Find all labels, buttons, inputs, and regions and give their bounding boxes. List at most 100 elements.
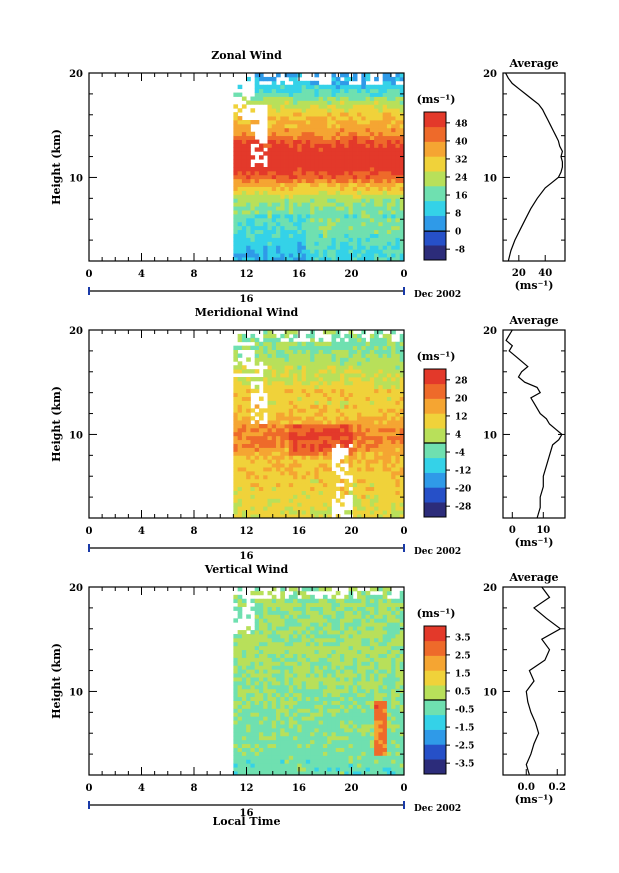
heatmap-cell xyxy=(241,704,247,709)
heatmap-cell xyxy=(327,482,332,488)
heatmap-cell xyxy=(237,486,243,491)
heatmap-cell xyxy=(233,478,239,484)
heatmap-cell xyxy=(301,431,307,437)
heatmap-cell xyxy=(369,478,375,484)
heatmap-cell xyxy=(369,412,375,417)
heatmap-cell xyxy=(293,92,298,97)
heatmap-cell xyxy=(254,341,260,347)
heatmap-cell xyxy=(331,665,337,670)
average-x-tick-label: 10 xyxy=(536,525,550,536)
heatmap-cell xyxy=(369,92,375,97)
heatmap-cell xyxy=(271,618,277,623)
heatmap-cell xyxy=(284,88,290,93)
heatmap-cell xyxy=(340,80,345,86)
heatmap-cell xyxy=(246,763,251,768)
heatmap-cell xyxy=(276,131,281,137)
heatmap-cell xyxy=(331,361,337,366)
heatmap-cell xyxy=(250,653,256,658)
heatmap-cell xyxy=(284,365,290,370)
heatmap-cell xyxy=(335,76,341,82)
heatmap-cell xyxy=(318,431,324,437)
heatmap-cell xyxy=(335,716,341,721)
heatmap-cell xyxy=(284,400,290,405)
heatmap-cell xyxy=(369,471,375,476)
heatmap-cell xyxy=(382,182,388,187)
heatmap-cell xyxy=(327,677,332,682)
heatmap-cell xyxy=(258,233,264,238)
heatmap-cell xyxy=(327,700,332,705)
heatmap-cell xyxy=(378,451,384,456)
heatmap-cell xyxy=(297,494,303,499)
heatmap-cell xyxy=(305,478,311,484)
heatmap-cell xyxy=(357,490,362,495)
heatmap-cell xyxy=(395,506,401,511)
heatmap-cell xyxy=(327,688,332,694)
heatmap-cell xyxy=(318,88,324,93)
heatmap-cell xyxy=(322,384,328,390)
heatmap-cell xyxy=(267,681,273,686)
heatmap-cell xyxy=(391,361,396,366)
heatmap-field xyxy=(233,587,405,776)
heatmap-cell xyxy=(276,104,281,109)
heatmap-cell xyxy=(399,490,405,495)
heatmap-cell xyxy=(318,637,324,643)
heatmap-cell xyxy=(395,198,401,203)
heatmap-cell xyxy=(293,233,298,238)
heatmap-cell xyxy=(327,245,332,250)
heatmap-cell xyxy=(263,767,268,772)
heatmap-cell xyxy=(284,681,290,686)
heatmap-cell xyxy=(297,217,303,223)
heatmap-cell xyxy=(246,416,251,421)
heatmap-cell xyxy=(305,392,311,397)
heatmap-cell xyxy=(374,408,379,413)
heatmap-cell xyxy=(361,178,367,184)
heatmap-cell xyxy=(276,420,281,425)
heatmap-cell xyxy=(318,451,324,456)
heatmap-cell xyxy=(284,357,290,362)
heatmap-cell xyxy=(276,225,281,231)
heatmap-cell xyxy=(352,163,358,168)
heatmap-cell xyxy=(254,724,260,729)
heatmap-cell xyxy=(288,474,294,480)
heatmap-cell xyxy=(399,506,405,511)
heatmap-cell xyxy=(340,377,345,382)
heatmap-cell xyxy=(301,369,307,374)
heatmap-cell xyxy=(331,763,337,768)
heatmap-cell xyxy=(340,120,345,125)
heatmap-cell xyxy=(399,139,405,144)
heatmap-cell xyxy=(399,482,405,488)
heatmap-cell xyxy=(386,369,392,374)
heatmap-cell xyxy=(305,206,311,211)
heatmap-cell xyxy=(391,427,396,433)
heatmap-cell xyxy=(310,349,315,354)
heatmap-cell xyxy=(310,345,315,350)
heatmap-cell xyxy=(314,353,320,358)
heatmap-cell xyxy=(271,182,277,187)
heatmap-cell xyxy=(361,174,367,180)
heatmap-cell xyxy=(327,384,332,390)
heatmap-cell xyxy=(361,159,367,164)
heatmap-cell xyxy=(237,237,243,242)
heatmap-cell xyxy=(391,147,396,152)
heatmap-cell xyxy=(254,716,260,721)
heatmap-cell xyxy=(254,431,260,437)
heatmap-cell xyxy=(395,396,401,401)
heatmap-cell xyxy=(241,257,247,262)
heatmap-cell xyxy=(314,731,320,737)
heatmap-cell xyxy=(378,163,384,168)
heatmap-cell xyxy=(241,194,247,199)
heatmap-cell xyxy=(305,112,311,117)
heatmap-cell xyxy=(369,198,375,203)
heatmap-cell xyxy=(314,451,320,456)
heatmap-cell xyxy=(327,743,332,748)
heatmap-cell xyxy=(352,155,358,160)
heatmap-cell xyxy=(378,357,384,362)
heatmap-cell xyxy=(293,404,298,409)
heatmap-cell xyxy=(327,510,332,515)
heatmap-cell xyxy=(280,357,285,362)
heatmap-cell xyxy=(357,151,362,156)
heatmap-cell xyxy=(335,108,341,113)
heatmap-cell xyxy=(357,482,362,488)
heatmap-cell xyxy=(284,602,290,607)
heatmap-cell xyxy=(276,514,281,519)
